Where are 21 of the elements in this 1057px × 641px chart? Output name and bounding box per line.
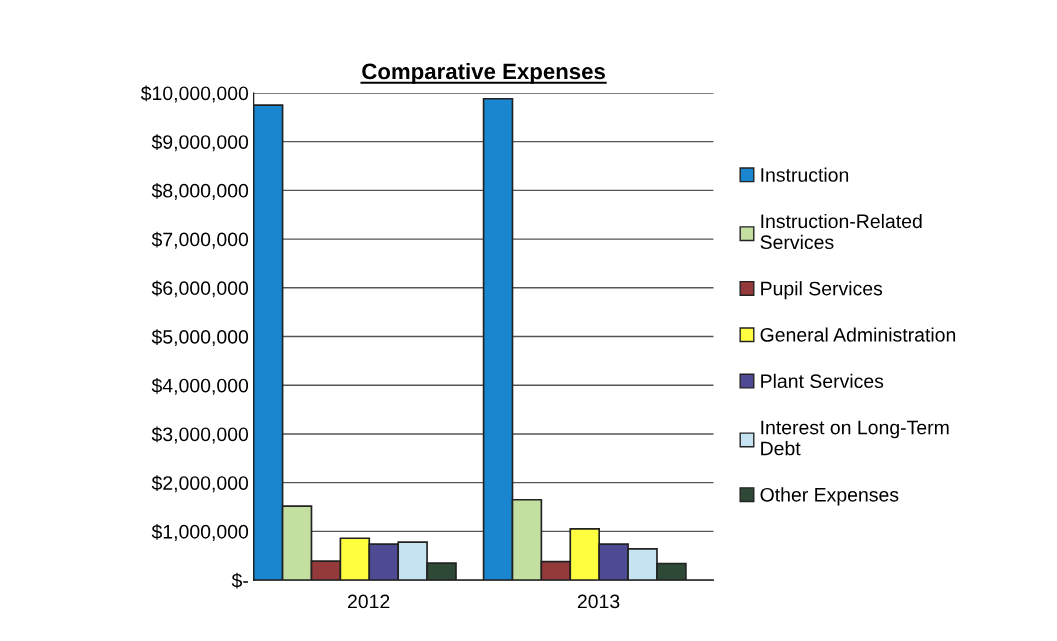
legend-label: General Administration (760, 327, 956, 342)
y-tick-label: $1,000,000 (151, 524, 249, 541)
legend-label: Plant Services (761, 373, 884, 389)
y-tick-label: $2,000,000 (151, 475, 249, 493)
x-tick-label: 2012 (347, 594, 390, 609)
legend-label: Pupil Services (761, 281, 883, 300)
y-tick-label: $10,000,000 (140, 85, 249, 103)
y-tick-label: $7,000,000 (151, 231, 249, 249)
chart-title: Comparative Expenses (362, 62, 605, 84)
legend-label: Interest on Long-Term Debt (761, 420, 949, 456)
y-tick-label: $5,000,000 (151, 329, 249, 347)
y-tick-label: $- (231, 572, 248, 589)
legend-label: Instruction-Related Services (760, 213, 922, 250)
legend-label: Other Expenses (760, 487, 899, 506)
y-tick-label: $6,000,000 (151, 280, 249, 298)
y-tick-label: $8,000,000 (151, 183, 249, 200)
y-tick-label: $3,000,000 (151, 426, 249, 444)
legend-label: Instruction (761, 167, 849, 182)
y-tick-label: $4,000,000 (151, 377, 249, 395)
y-tick-label: $9,000,000 (151, 134, 249, 152)
x-tick-label: 2013 (577, 594, 620, 609)
